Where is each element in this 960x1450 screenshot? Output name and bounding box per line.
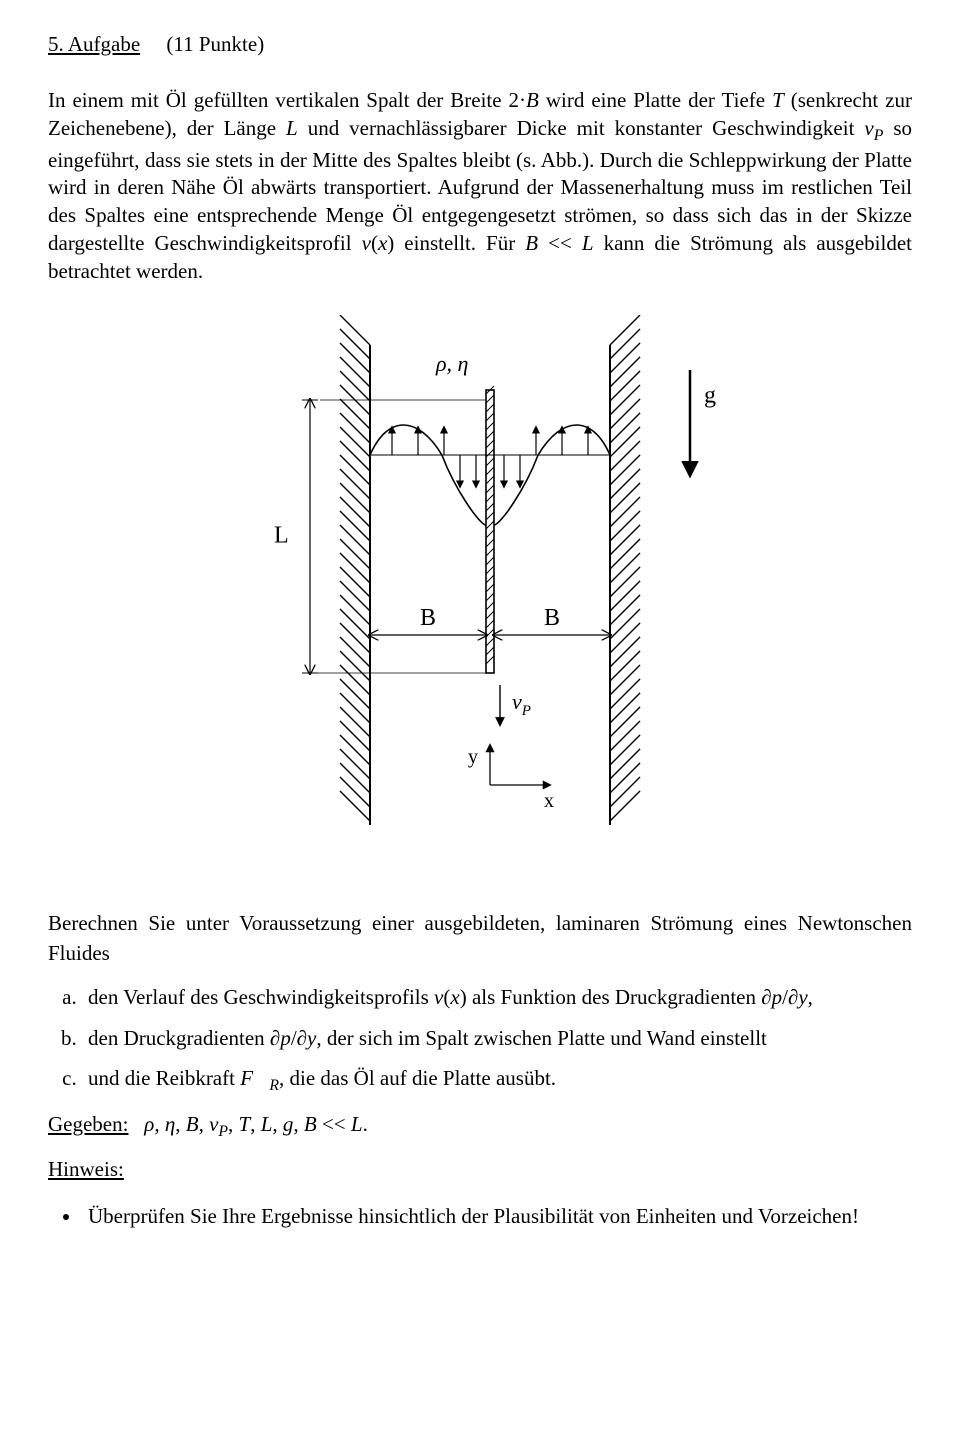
hint-label: Hinweis: (48, 1157, 912, 1182)
figure-container: ρ, η L B Bg vP y x (48, 315, 912, 875)
question-b: den Druckgradienten ∂p/∂y, der sich im S… (82, 1023, 912, 1053)
svg-text:B: B (544, 605, 560, 631)
svg-text:vP: vP (512, 689, 531, 719)
question-list: den Verlauf des Geschwindigkeitsprofils … (48, 982, 912, 1098)
svg-text:B: B (420, 605, 436, 631)
hint-list: Überprüfen Sie Ihre Ergebnisse hinsichtl… (48, 1202, 912, 1230)
svg-text:x: x (544, 790, 554, 812)
svg-text:ρ, η: ρ, η (435, 351, 468, 376)
task-header: 5. Aufgabe (11 Punkte) (48, 32, 912, 57)
task-points: (11 Punkte) (166, 32, 264, 56)
page: 5. Aufgabe (11 Punkte) In einem mit Öl g… (0, 0, 960, 1450)
question-a: den Verlauf des Geschwindigkeitsprofils … (82, 982, 912, 1012)
svg-text:g: g (704, 383, 716, 409)
instruction-paragraph: Berechnen Sie unter Voraussetzung einer … (48, 909, 912, 968)
svg-text:L: L (274, 523, 289, 549)
hint-item: Überprüfen Sie Ihre Ergebnisse hinsichtl… (82, 1202, 912, 1230)
given-vars: ρ, η, B, vP, T, L, g, B << L. (144, 1112, 368, 1136)
diagram-svg: ρ, η L B Bg vP y x (200, 315, 760, 875)
problem-paragraph: In einem mit Öl gefüllten vertikalen Spa… (48, 87, 912, 285)
given-label: Gegeben: (48, 1112, 128, 1136)
given-line: Gegeben: ρ, η, B, vP, T, L, g, B << L. (48, 1112, 912, 1141)
svg-text:y: y (468, 746, 478, 768)
task-label: 5. Aufgabe (48, 32, 140, 56)
question-c: und die Reibkraft F⃗R, die das Öl auf di… (82, 1063, 912, 1098)
